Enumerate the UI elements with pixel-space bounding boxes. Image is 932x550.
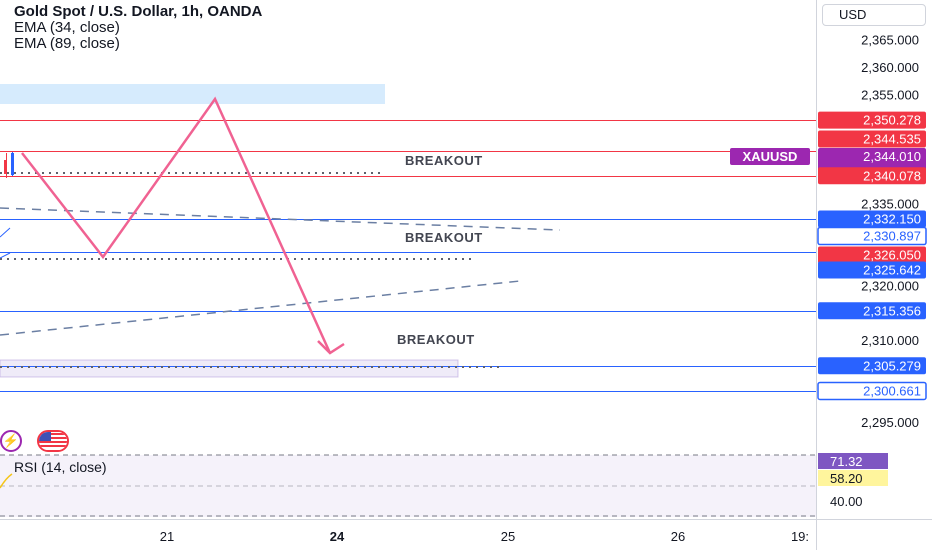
price-tick-2: 2,355.000 [861, 87, 919, 102]
breakout-label-1: BREAKOUT [405, 230, 483, 245]
price-label-box-7 [818, 261, 926, 279]
ema-89-label[interactable]: EMA (89, close) [14, 35, 120, 52]
price-tick-6: 2,295.000 [861, 415, 919, 430]
lightning-icon[interactable]: ⚡ [0, 430, 22, 452]
breakout-label-0: BREAKOUT [405, 153, 483, 168]
price-label-box-10 [817, 381, 927, 401]
time-tick-0: 21 [160, 529, 174, 544]
rsi-value-0: 71.32 [830, 454, 863, 469]
price-label-7: 2,325.642 [863, 263, 921, 278]
ema-34-label[interactable]: EMA (34, close) [14, 19, 120, 36]
price-label-box-3 [818, 167, 926, 185]
ema-dashed-upper [0, 207, 561, 231]
rsi-label-box-0 [818, 453, 888, 469]
price-label-box-8 [818, 302, 926, 320]
price-label-box-4 [818, 210, 926, 228]
rsi-line [0, 473, 13, 489]
price-label-2: 2,344.010 [863, 149, 921, 164]
price-tick-0: 2,365.000 [861, 33, 919, 48]
symbol-title[interactable]: Gold Spot / U.S. Dollar, 1h, OANDA [14, 3, 263, 20]
rsi-label[interactable]: RSI (14, close) [14, 459, 107, 475]
support-zone [0, 359, 459, 378]
projection-arrowhead [317, 340, 345, 355]
small-trend-top [0, 227, 11, 238]
price-label-5: 2,330.897 [863, 229, 921, 244]
price-label-0: 2,350.278 [863, 113, 921, 128]
rsi-label-box-1 [818, 470, 888, 486]
time-tick-2: 25 [501, 529, 515, 544]
price-label-box-1 [818, 130, 926, 148]
breakout-label-2: BREAKOUT [397, 332, 475, 347]
ema-dashed-lower [0, 280, 521, 336]
price-label-9: 2,305.279 [863, 358, 921, 373]
projection-path [21, 96, 332, 354]
price-label-8: 2,315.356 [863, 303, 921, 318]
price-label-3: 2,340.078 [863, 168, 921, 183]
price-label-6: 2,326.050 [863, 248, 921, 263]
price-tick-5: 2,310.000 [861, 333, 919, 348]
symbol-badge: XAUUSD [743, 149, 798, 164]
time-tick-1: 24 [330, 529, 345, 544]
price-label-box-9 [818, 357, 926, 375]
candle-body-red [4, 160, 7, 174]
price-label-box-6 [818, 246, 926, 264]
price-label-10: 2,300.661 [863, 383, 921, 398]
time-tick-3: 26 [671, 529, 685, 544]
us-flag-icon[interactable] [37, 430, 69, 452]
price-tick-3: 2,335.000 [861, 197, 919, 212]
price-label-box-0 [818, 111, 926, 129]
price-label-box-5 [817, 226, 927, 246]
candle-body-blue [11, 153, 14, 175]
currency-button[interactable]: USD [822, 4, 926, 26]
price-tick-1: 2,360.000 [861, 60, 919, 75]
time-tick-4: 19: [791, 529, 809, 544]
price-label-4: 2,332.150 [863, 212, 921, 227]
price-tick-4: 2,320.000 [861, 278, 919, 293]
price-label-1: 2,344.535 [863, 132, 921, 147]
chart-legend: Gold Spot / U.S. Dollar, 1h, OANDA EMA (… [14, 4, 262, 52]
small-trend-bottom [0, 252, 11, 259]
rsi-value-1: 58.20 [830, 471, 863, 486]
symbol-badge-box [730, 148, 810, 165]
rsi-value-2: 40.00 [830, 494, 863, 509]
resistance-zone [0, 84, 385, 104]
